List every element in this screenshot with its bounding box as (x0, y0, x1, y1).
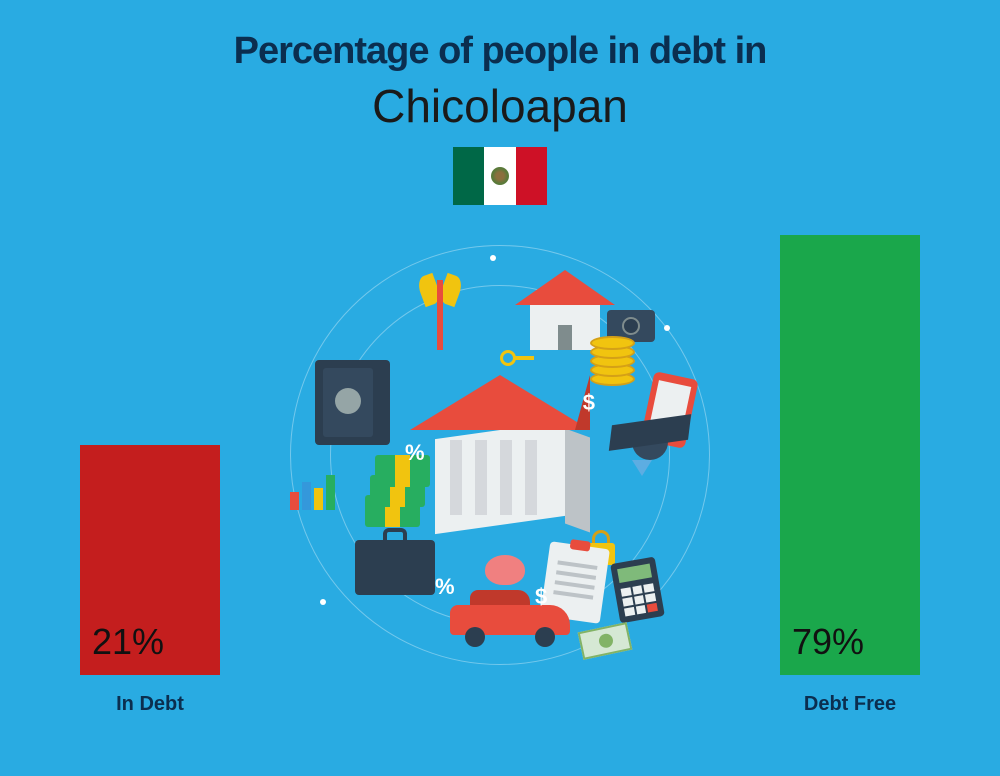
bar-value-debt-free: 79% (792, 621, 864, 663)
key-icon (500, 350, 535, 366)
briefcase-icon (355, 540, 435, 595)
dollar-icon: $ (583, 390, 595, 416)
orbit-dot-icon (490, 255, 496, 261)
orbit-dot-icon (664, 325, 670, 331)
percent-icon: % (405, 440, 425, 466)
coins-icon (590, 330, 645, 400)
bar-label-debt-free: Debt Free (780, 693, 920, 716)
bar-value-in-debt: 21% (92, 621, 164, 663)
safe-icon (315, 360, 390, 445)
piggy-bank-icon (485, 555, 525, 585)
car-icon (450, 590, 570, 645)
title-block: Percentage of people in debt in Chicoloa… (0, 0, 1000, 205)
flag-stripe-white (484, 147, 516, 205)
bar-chart-icon (290, 470, 335, 510)
flag-stripe-red (516, 147, 547, 205)
percent-icon: % (435, 574, 455, 600)
flag-emblem-icon (491, 167, 509, 185)
caduceus-icon (420, 275, 460, 355)
bar-rect-in-debt: 21% (80, 445, 220, 675)
title-main: Percentage of people in debt in (0, 30, 1000, 73)
orbit-dot-icon (320, 599, 326, 605)
bar-in-debt: 21% In Debt (80, 445, 220, 716)
bar-label-in-debt: In Debt (80, 693, 220, 716)
flag-stripe-green (453, 147, 484, 205)
dollar-icon: $ (535, 584, 547, 610)
bank-icon (425, 385, 575, 535)
mexico-flag-icon (453, 147, 547, 205)
bar-rect-debt-free: 79% (780, 235, 920, 675)
title-city: Chicoloapan (0, 79, 1000, 133)
diamond-icon (632, 460, 652, 476)
finance-illustration: % % $ $ (290, 245, 710, 665)
cash-stack-icon (365, 455, 430, 530)
bar-debt-free: 79% Debt Free (780, 235, 920, 716)
